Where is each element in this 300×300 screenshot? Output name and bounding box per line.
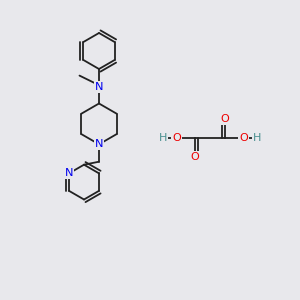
Text: N: N — [95, 82, 103, 92]
Text: N: N — [65, 168, 73, 178]
Text: N: N — [95, 139, 103, 149]
Text: O: O — [239, 133, 248, 143]
Text: O: O — [172, 133, 181, 143]
Text: H: H — [253, 133, 261, 143]
Text: O: O — [190, 152, 200, 162]
Text: H: H — [159, 133, 167, 143]
Text: O: O — [220, 114, 230, 124]
